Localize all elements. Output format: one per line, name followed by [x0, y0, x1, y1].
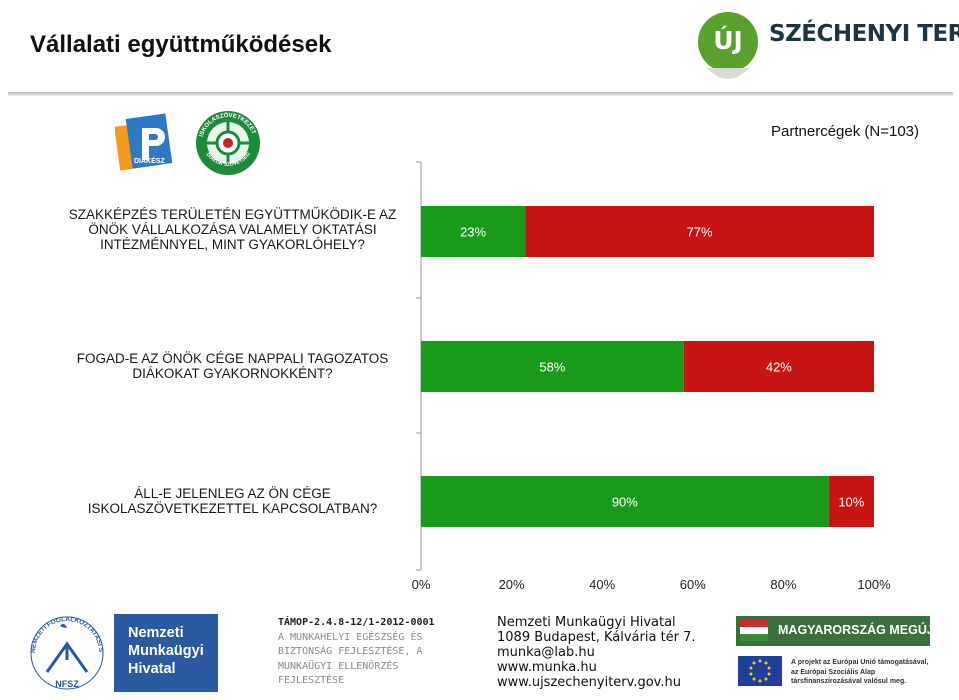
hu-banner-text: MAGYARORSZÁG MEGÚJUL — [778, 623, 951, 637]
partner-logos-graphic: DIÁKÉSZ ISKOLASZÖVETKEZET DIÁKOK SZÖVETS… — [114, 111, 260, 175]
bar-segment — [421, 476, 829, 527]
contact-website: www.ujszechenyiterv.gov.hu — [497, 675, 681, 690]
tamop-line: MUNKAÜGYI ELLENŐRZÉS — [278, 660, 399, 672]
contact-block: Nemzeti Munkaügyi Hivatal 1089 Budapest,… — [497, 615, 696, 690]
contact-org: Nemzeti Munkaügyi Hivatal — [497, 615, 676, 630]
category-label: SZAKKÉPZÉS TERÜLETÉN EGYÜTTMŰKÖDIK-E AZ … — [68, 207, 397, 252]
szechenyi-logo-mark — [698, 12, 758, 79]
x-tick-label: 0% — [412, 577, 431, 592]
logo-szechenyi-name: SZÉCHENYI TERV — [769, 21, 959, 47]
category-label: FOGAD-E AZ ÖNÖK CÉGE NAPPALI TAGOZATOS D… — [76, 351, 389, 381]
data-label: 10% — [838, 495, 864, 510]
tamop-line: BIZTONSÁG FEJLESZTÉSE, A — [278, 646, 423, 657]
bar-segment — [828, 476, 874, 527]
contact-website: www.munka.hu — [497, 660, 597, 675]
nfsz-abbr: NFSZ — [55, 679, 79, 689]
hu-banner: MAGYARORSZÁG MEGÚJUL — [736, 616, 950, 646]
x-tick-label: 60% — [680, 577, 706, 592]
x-tick-label: 80% — [770, 577, 796, 592]
page-title: Vállalati együttműködések — [30, 31, 332, 58]
logo-uj-badge: ÚJ — [713, 26, 743, 55]
nfsz-logo-graphic: NEMZETI FOGLALKOZTATÁSI SZOLGÁLAT NFSZ — [19, 607, 218, 692]
tamop-code: TÁMOP-2.4.8-12/1-2012-0001 — [278, 617, 435, 628]
tamop-line: A MUNKAHELYI EGÉSZSÉG ÉS — [278, 631, 423, 643]
hungarian-flag-icon — [740, 620, 768, 641]
tamop-line: FEJLESZTÉSE — [278, 675, 345, 686]
diakesz-logo-icon: DIÁKÉSZ — [114, 113, 173, 171]
nfsz-name: Nemzeti Munkaügyi Hivatal — [128, 625, 204, 677]
x-tick-label: 100% — [857, 577, 891, 592]
szechenyi-terv-logo: ÚJ SZÉCHENYI TERV — [697, 8, 959, 86]
x-tick-label: 20% — [499, 577, 525, 592]
data-label: 77% — [687, 225, 713, 240]
data-label: 23% — [460, 225, 486, 240]
data-label: 90% — [612, 495, 638, 510]
data-label: 42% — [766, 360, 792, 375]
bar-segment — [421, 206, 526, 257]
chart-subtitle: Partnercégek (N=103) — [771, 123, 919, 140]
bar-segment — [421, 341, 684, 392]
eu-funding-text: A projekt az Európai Unió támogatásával,… — [791, 659, 929, 685]
magyarorszag-megujul-logo: MAGYARORSZÁG MEGÚJUL A projekt az Európa… — [736, 614, 950, 692]
partner-logos: DIÁKÉSZ ISKOLASZÖVETKEZET DIÁKOK SZÖVETS… — [114, 110, 265, 190]
category-label: ÁLL-E JELENLEG AZ ÖN CÉGE ISKOLASZÖVETKE… — [87, 486, 378, 516]
contact-email: munka@lab.hu — [497, 645, 595, 660]
bar-segment — [683, 341, 874, 392]
stacked-bar-chart: 23% 77% 58% 42% 90% 10% 0% 20% 40% 60% 80% 100% — [412, 161, 891, 592]
nfsz-logo: NEMZETI FOGLALKOZTATÁSI SZOLGÁLAT NFSZ N… — [19, 607, 218, 692]
eu-flag-icon — [738, 656, 782, 686]
x-tick-label: 40% — [589, 577, 615, 592]
contact-address: 1089 Budapest, Kálvária tér 7. — [497, 630, 696, 645]
nfsz-figure-icon — [45, 641, 89, 673]
data-label: 58% — [539, 360, 565, 375]
tamop-block: TÁMOP-2.4.8-12/1-2012-0001 A MUNKAHELYI … — [278, 616, 478, 689]
diakesz-logo-text: DIÁKÉSZ — [134, 156, 165, 165]
header-divider — [8, 92, 953, 96]
bar-segment — [525, 206, 874, 257]
